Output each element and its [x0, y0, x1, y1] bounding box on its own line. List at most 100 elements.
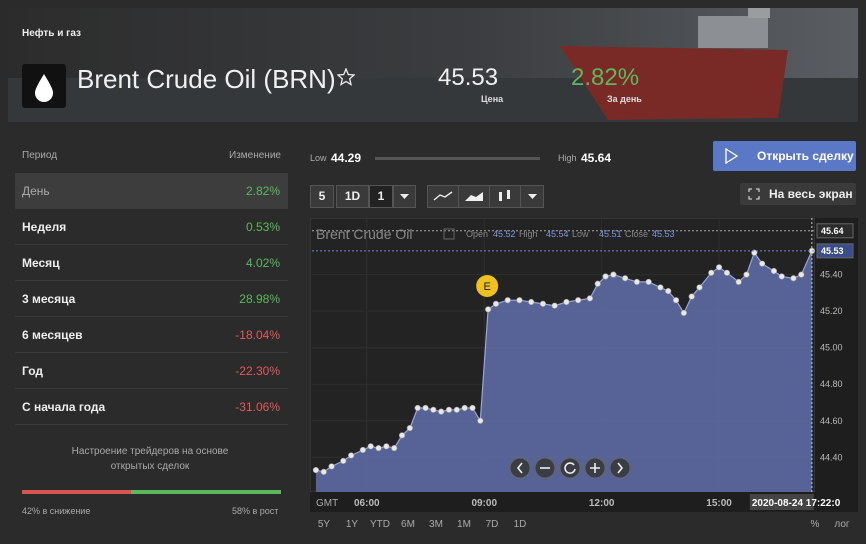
performance-row: Месяц 4.02%: [15, 245, 288, 281]
period: Год: [22, 364, 43, 378]
point: [680, 309, 687, 317]
performance-row: 3 месяца 28.98%: [15, 281, 288, 317]
point: [391, 445, 398, 452]
point: [469, 404, 476, 412]
ohlc-value: 45.53: [652, 229, 675, 239]
point: [516, 297, 523, 304]
x-axis-panel: [310, 492, 858, 512]
point: [790, 275, 797, 282]
sentiment-down: 42% в снижение: [22, 506, 91, 516]
period-button[interactable]: 5: [310, 185, 334, 208]
point: [312, 466, 320, 474]
y-tick-label: 45.00: [820, 343, 843, 353]
point: [723, 269, 731, 276]
y-tick-label: 44.40: [820, 452, 843, 462]
trade-button[interactable]: Открыть сделку: [713, 141, 856, 171]
point: [359, 446, 366, 454]
ohlc-value: 45.54: [546, 229, 569, 239]
fullscreen-label: На весь экран: [769, 187, 853, 201]
ohlc-value: 45.51: [599, 229, 622, 239]
point: [708, 269, 715, 276]
point: [645, 278, 652, 286]
point: [602, 273, 609, 280]
price-tag-label: 45.53: [821, 246, 844, 256]
point: [715, 264, 723, 271]
column-header: Изменение: [229, 150, 281, 161]
period: 6 месяцев: [22, 328, 83, 342]
period: День: [22, 184, 50, 198]
sentiment-up: 58% в рост: [232, 506, 279, 516]
percent-toggle[interactable]: %: [811, 519, 820, 530]
range-slider: [375, 157, 540, 160]
point: [453, 406, 460, 413]
range-button[interactable]: 5Y: [318, 519, 331, 530]
x-tick-label: 09:00: [471, 498, 497, 509]
ohlc-label: Close: [625, 229, 648, 239]
point: [492, 300, 500, 307]
log-toggle[interactable]: лог: [834, 519, 850, 530]
ohlc-label: High: [519, 229, 538, 239]
oil-icon: [22, 64, 66, 108]
low-label: Low: [310, 153, 327, 163]
event-marker: [476, 275, 499, 297]
performance-row: 6 месяцев -18.04%: [15, 317, 288, 353]
period-button[interactable]: 1D: [336, 185, 369, 208]
fullscreen-button[interactable]: На весь экран: [740, 183, 856, 205]
point: [383, 443, 390, 450]
range-button[interactable]: 1Y: [346, 519, 359, 530]
change: 28.98%: [239, 292, 280, 306]
zoom-control[interactable]: [559, 457, 581, 479]
performance-row: День 2.82%: [15, 173, 288, 209]
x-tick-label: 15:00: [706, 498, 732, 509]
point: [665, 287, 672, 295]
sentiment-text: Настроение трейдеров на основе: [71, 446, 229, 457]
point: [328, 463, 335, 470]
zoom-control[interactable]: [609, 457, 631, 479]
expand-icon: [748, 188, 760, 200]
zoom-icon: [564, 462, 576, 474]
point: [778, 273, 785, 280]
point: [348, 452, 355, 459]
range-bar: [310, 512, 858, 534]
period: Месяц: [22, 256, 60, 270]
zoom-control[interactable]: [509, 457, 531, 479]
instrument-title: Brent Crude Oil (BRN): [77, 64, 336, 94]
point: [688, 293, 695, 300]
point: [430, 406, 437, 413]
point: [563, 298, 570, 306]
ohlc-label: Open: [466, 229, 488, 239]
zoom-icon: [590, 463, 600, 473]
crosshair-label: 2020-08-24 17:22:0: [752, 498, 841, 509]
range-button[interactable]: 1D: [514, 519, 527, 530]
point: [477, 417, 484, 424]
chart-type-buttons[interactable]: [393, 185, 545, 208]
point: [485, 306, 492, 313]
price-chart: 44.40 44.60 44.80 45.00 45.20 45.40 06:00 09:00…: [310, 218, 858, 534]
ohlc-value: 45.52: [493, 229, 516, 239]
timezone: GMT: [316, 498, 338, 509]
change: 2.82%: [245, 184, 280, 198]
range-button[interactable]: 7D: [486, 519, 499, 530]
price-tag: [816, 223, 854, 239]
legend-title: Brent Crude Oil: [316, 226, 412, 242]
point: [375, 445, 382, 452]
interval-button[interactable]: 1: [369, 185, 393, 208]
favorite-star[interactable]: [337, 68, 355, 86]
range-button[interactable]: YTD: [370, 519, 390, 530]
x-tick-label: 12:00: [589, 498, 615, 509]
range-button[interactable]: 6M: [401, 519, 415, 530]
range-button[interactable]: 1M: [457, 519, 471, 530]
point: [445, 406, 453, 413]
trade-button-label: Открыть сделку: [757, 149, 854, 163]
period: 3 месяца: [22, 292, 76, 306]
y-tick-label: 44.80: [820, 379, 843, 389]
change: -31.06%: [235, 400, 280, 414]
high-label: High: [558, 153, 577, 163]
change: 4.02%: [245, 256, 280, 270]
price: 45.53: [438, 64, 499, 91]
point: [414, 404, 421, 412]
point: [575, 297, 582, 304]
point: [398, 432, 406, 439]
range-button[interactable]: 3M: [429, 519, 443, 530]
